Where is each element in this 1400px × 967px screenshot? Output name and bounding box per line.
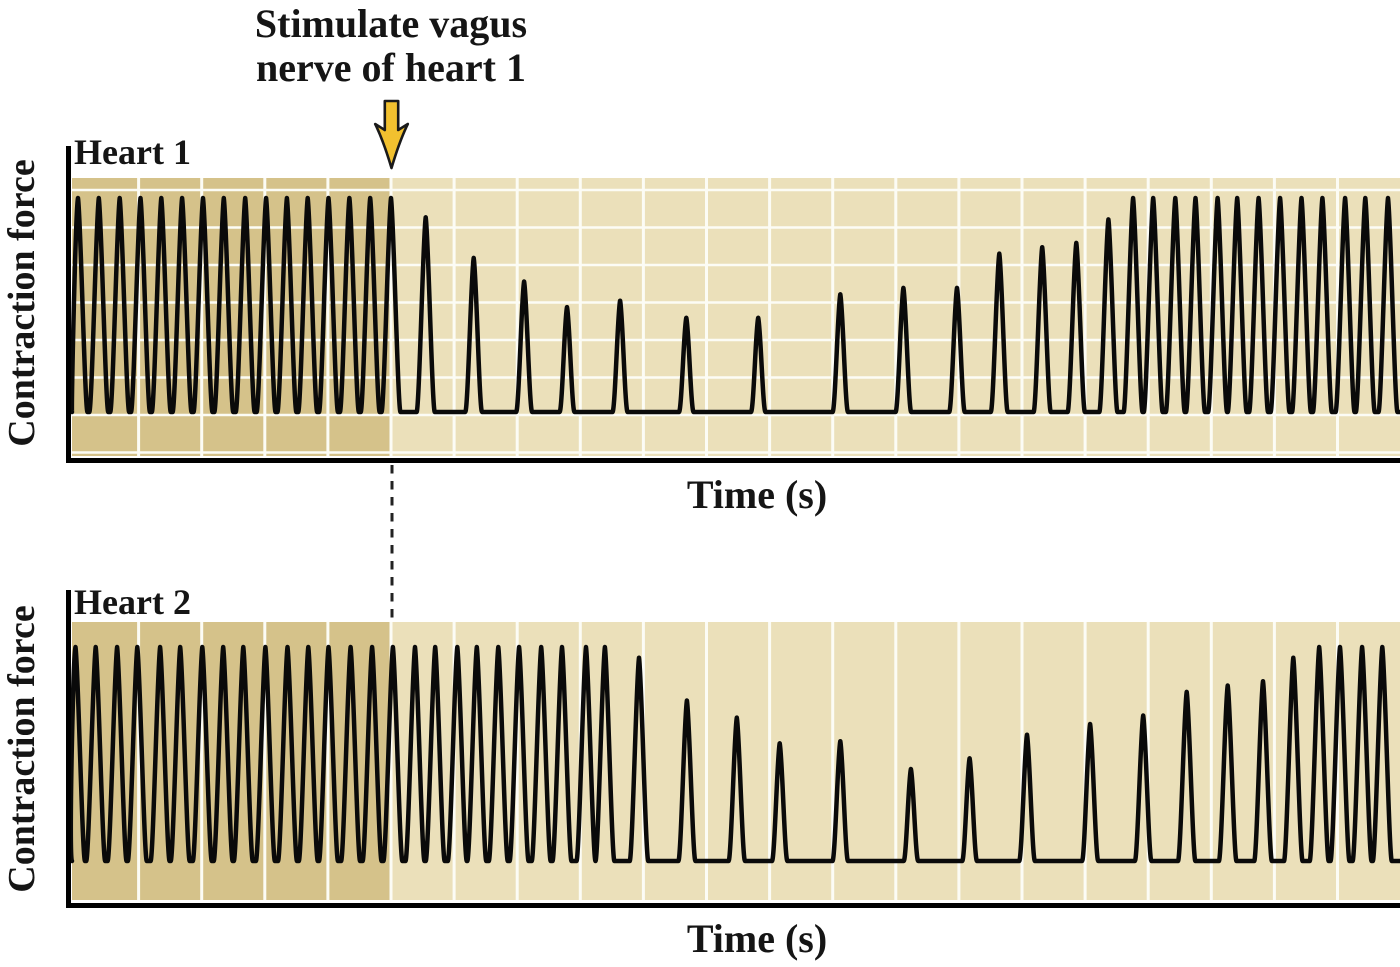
heart2-y-axis-label: Contraction force bbox=[1, 605, 43, 892]
stimulus-annotation-line2: nerve of heart 1 bbox=[256, 45, 526, 90]
heart2-x-axis-label: Time (s) bbox=[687, 916, 827, 961]
heart1-x-axis-label: Time (s) bbox=[687, 472, 827, 517]
stimulus-annotation-line1: Stimulate vagus bbox=[255, 1, 527, 46]
heart1-contraction-trace bbox=[69, 195, 1400, 415]
heart2-title: Heart 2 bbox=[74, 582, 191, 622]
heart1-panel: Heart 1 Contraction force Time (s) bbox=[1, 132, 1400, 517]
heart2-panel: Heart 2 Contraction force Time (s) bbox=[1, 582, 1400, 961]
heart1-y-axis-label: Contraction force bbox=[1, 159, 43, 446]
heart1-title: Heart 1 bbox=[74, 132, 191, 172]
heart2-contraction-trace bbox=[68, 644, 1400, 864]
stimulus-down-arrow-icon bbox=[373, 99, 410, 170]
